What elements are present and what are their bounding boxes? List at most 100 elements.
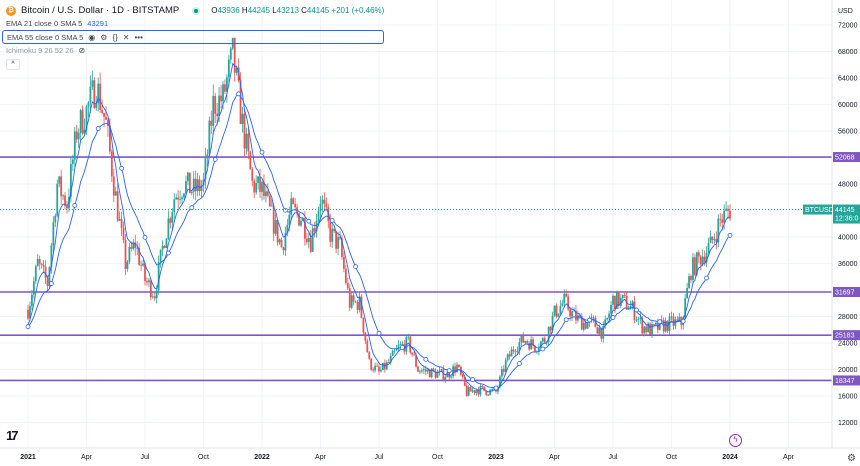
price-tick: 16000 xyxy=(838,394,858,401)
symbol-title[interactable]: Bitcoin / U.S. Dollar · 1D · BITSTAMP xyxy=(21,5,180,16)
candle-body xyxy=(251,169,254,181)
price-tick: 64000 xyxy=(838,76,858,83)
lightning-icon[interactable]: ϟ xyxy=(729,434,742,447)
candle-body xyxy=(146,281,148,283)
candle-body xyxy=(333,228,336,232)
ema-marker xyxy=(95,126,101,131)
candle-body xyxy=(214,95,217,114)
collapse-legend-button[interactable]: ^ xyxy=(6,59,20,70)
candle-body xyxy=(224,84,226,92)
candle-body xyxy=(713,239,716,241)
candle-body xyxy=(109,125,111,152)
price-tick: 28000 xyxy=(838,314,858,321)
candle-body xyxy=(138,247,141,265)
candle-body xyxy=(216,113,219,117)
axis-settings-icon[interactable]: ⚙ xyxy=(847,453,856,464)
candle-body xyxy=(44,266,47,278)
candle-body xyxy=(697,252,700,257)
candle-body xyxy=(729,210,731,219)
candle-body xyxy=(75,131,78,140)
candle-body xyxy=(520,335,523,343)
candle-body xyxy=(350,295,353,308)
candle-body xyxy=(543,338,546,343)
level-label: 52068 xyxy=(835,155,855,162)
ema-marker xyxy=(446,368,452,374)
candle-body xyxy=(344,268,347,284)
candle-body xyxy=(479,385,482,395)
candle-body xyxy=(424,369,427,372)
candle-body xyxy=(475,390,478,393)
eye-icon[interactable]: ◉ xyxy=(88,32,96,42)
candle-body xyxy=(499,376,501,388)
indicator-ema21[interactable]: EMA 21 close 0 SMA 5 43291 xyxy=(6,19,109,28)
ema-marker xyxy=(142,234,148,240)
close-icon[interactable]: ✕ xyxy=(122,32,130,42)
candle-body xyxy=(401,343,404,345)
time-tick: 2021 xyxy=(20,454,36,461)
more-icon[interactable]: ••• xyxy=(134,32,143,42)
price-tick: 60000 xyxy=(838,102,858,109)
indicator-ichimoku[interactable]: Ichimoku 9 26 52 26 ⊘ xyxy=(6,46,86,55)
ema-marker xyxy=(493,385,499,391)
candle-body xyxy=(561,303,564,306)
tradingview-logo: 17 xyxy=(6,428,19,443)
candle-body xyxy=(103,112,105,117)
candle-body xyxy=(678,316,681,320)
candle-body xyxy=(641,317,644,334)
candle-body xyxy=(606,317,609,320)
settings-icon[interactable]: ⚙ xyxy=(100,32,108,42)
candle-body xyxy=(590,317,593,319)
indicator-ema55[interactable]: EMA 55 close 0 SMA 5 ◉ ⚙ {} ✕ ••• xyxy=(2,30,385,44)
candle-body xyxy=(430,368,433,378)
candle-body xyxy=(95,103,98,109)
candle-body xyxy=(171,212,174,223)
ema-marker xyxy=(119,165,124,171)
candle-body xyxy=(220,95,222,102)
candle-body xyxy=(660,319,663,321)
candle-body xyxy=(101,109,103,113)
ema-marker xyxy=(517,361,522,366)
source-code-icon[interactable]: {} xyxy=(112,32,118,42)
candle-body xyxy=(276,219,279,243)
candle-body xyxy=(481,385,484,387)
candle-body xyxy=(36,259,39,267)
candle-body xyxy=(302,218,304,221)
candle-body xyxy=(159,249,162,263)
candle-body xyxy=(210,120,213,126)
candle-body xyxy=(426,369,429,372)
candle-body xyxy=(114,191,117,196)
candle-body xyxy=(71,159,74,165)
candle-body xyxy=(719,218,722,220)
candle-body xyxy=(148,280,150,283)
ema-marker xyxy=(563,317,569,323)
candle-body xyxy=(354,301,357,303)
candle-body xyxy=(245,133,248,149)
candle-body xyxy=(194,178,197,192)
candle-body xyxy=(518,342,521,351)
candle-body xyxy=(619,297,622,306)
candle-body xyxy=(286,224,289,234)
candle-body xyxy=(557,313,560,317)
candle-body xyxy=(163,245,166,249)
candle-body xyxy=(87,102,90,107)
candle-body xyxy=(270,205,273,207)
candle-body xyxy=(461,374,464,377)
candle-body xyxy=(300,220,302,226)
candle-body xyxy=(407,336,410,338)
candle-body xyxy=(315,220,318,232)
candle-body xyxy=(419,371,421,373)
candle-body xyxy=(79,110,82,133)
candle-body xyxy=(73,131,76,160)
candle-body xyxy=(473,390,476,393)
candle-body xyxy=(422,369,425,371)
candle-body xyxy=(645,326,648,333)
currency-label: USD xyxy=(838,8,853,15)
candle-body xyxy=(348,288,351,308)
candle-body xyxy=(405,337,408,352)
candle-body xyxy=(366,340,369,353)
candle-body xyxy=(255,182,258,193)
eye-hidden-icon[interactable]: ⊘ xyxy=(78,46,86,55)
time-tick: Apr xyxy=(549,454,561,461)
candle-body xyxy=(709,236,712,244)
